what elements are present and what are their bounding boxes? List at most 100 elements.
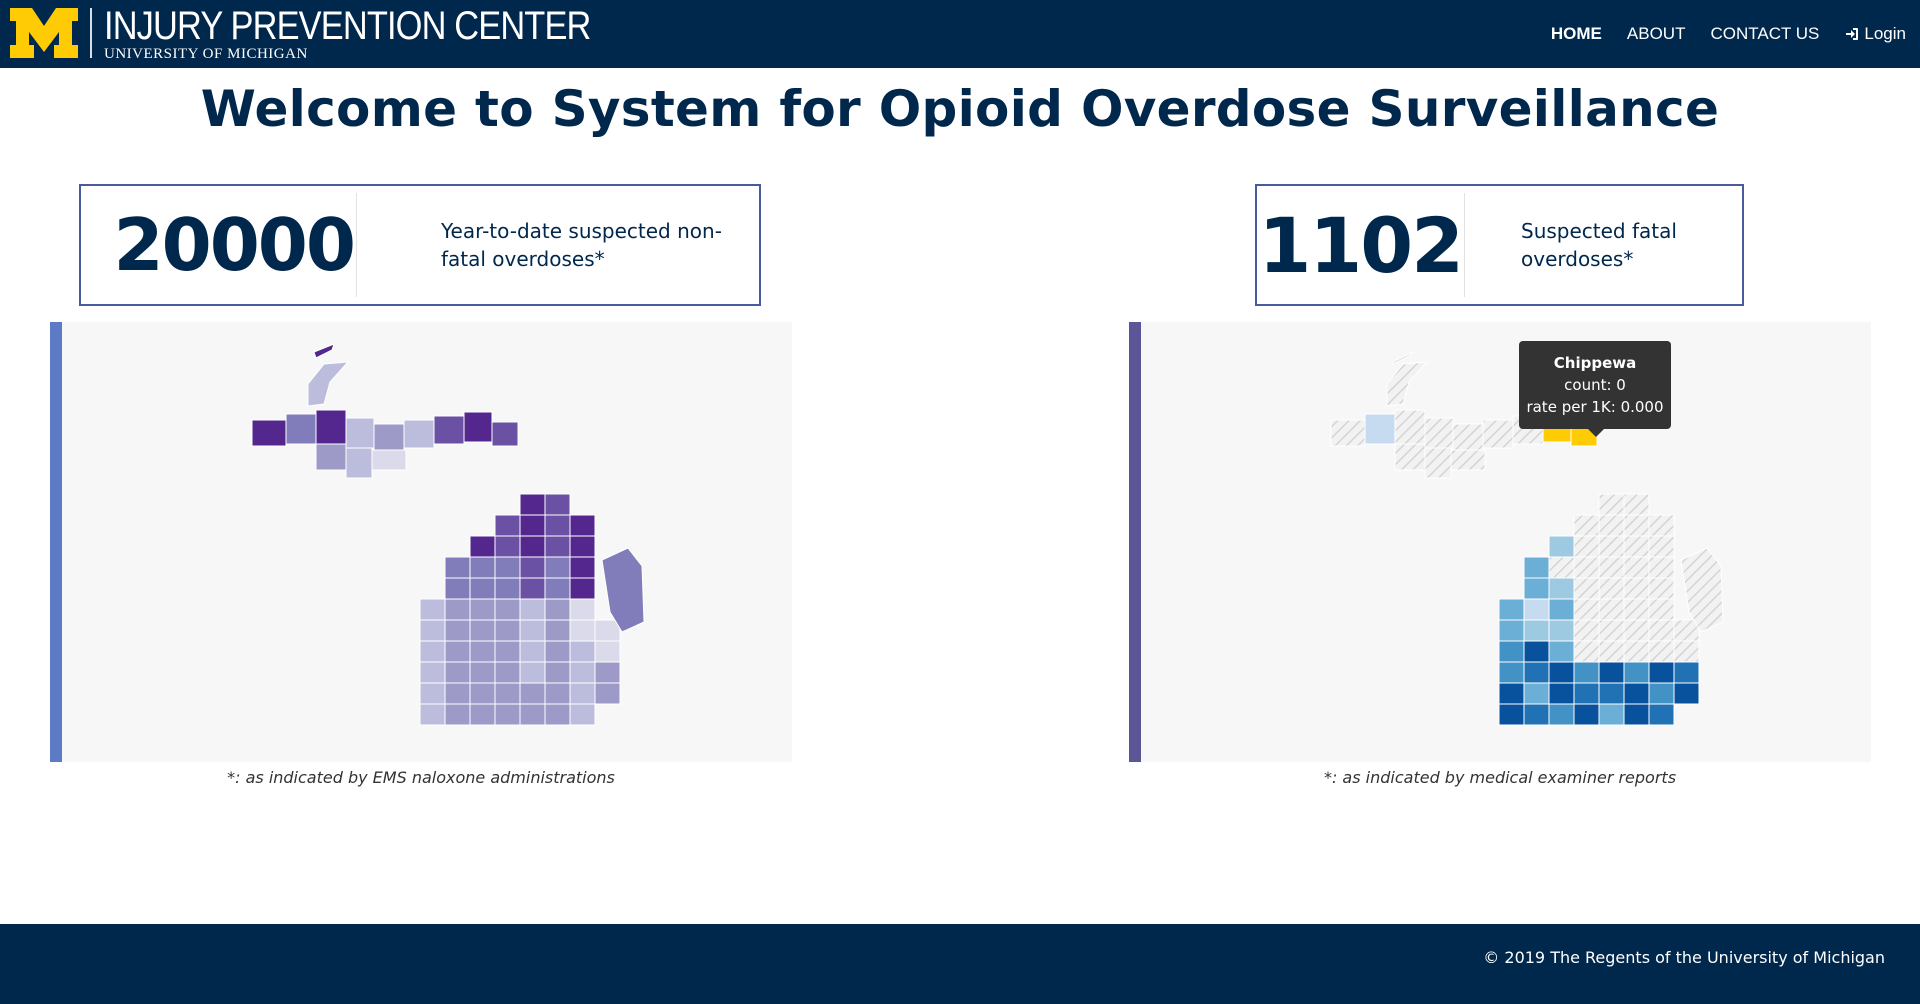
county-shape[interactable] xyxy=(1598,577,1625,600)
county-shape[interactable] xyxy=(1598,619,1625,642)
county-shape[interactable] xyxy=(373,423,405,451)
county-shape[interactable] xyxy=(1648,577,1675,600)
county-shape[interactable] xyxy=(494,703,521,726)
county-shape[interactable] xyxy=(419,682,446,705)
county-shape[interactable] xyxy=(1548,703,1575,726)
county-shape[interactable] xyxy=(1573,682,1600,705)
county-shape[interactable] xyxy=(444,640,471,663)
county-shape[interactable] xyxy=(494,556,521,579)
county-shape[interactable] xyxy=(569,619,596,642)
county-shape[interactable] xyxy=(1598,598,1625,621)
county-shape[interactable] xyxy=(1673,661,1700,684)
county-shape[interactable] xyxy=(1523,640,1550,663)
county-shape[interactable] xyxy=(1330,419,1366,447)
brand-logo[interactable]: INJURY PREVENTION CENTER UNIVERSITY OF M… xyxy=(8,6,670,62)
county-shape[interactable] xyxy=(544,535,571,558)
county-shape[interactable] xyxy=(469,682,496,705)
county-shape[interactable] xyxy=(544,514,571,537)
county-shape[interactable] xyxy=(1573,598,1600,621)
county-shape[interactable] xyxy=(1623,619,1650,642)
county-shape[interactable] xyxy=(1648,661,1675,684)
county-shape[interactable] xyxy=(569,514,596,537)
county-shape[interactable] xyxy=(419,640,446,663)
county-shape[interactable] xyxy=(519,661,546,684)
county-shape[interactable] xyxy=(1573,640,1600,663)
county-shape[interactable] xyxy=(444,619,471,642)
county-shape[interactable] xyxy=(371,449,407,471)
county-shape[interactable] xyxy=(1523,682,1550,705)
county-shape[interactable] xyxy=(519,514,546,537)
county-shape[interactable] xyxy=(1498,682,1525,705)
county-shape[interactable] xyxy=(544,682,571,705)
county-shape[interactable] xyxy=(594,661,621,684)
county-shape[interactable] xyxy=(519,556,546,579)
county-shape[interactable] xyxy=(1648,682,1675,705)
county-shape[interactable] xyxy=(519,640,546,663)
county-shape[interactable] xyxy=(1548,682,1575,705)
county-shape[interactable] xyxy=(569,556,596,579)
county-shape[interactable] xyxy=(1573,619,1600,642)
county-shape[interactable] xyxy=(1548,661,1575,684)
county-shape[interactable] xyxy=(469,640,496,663)
county-shape[interactable] xyxy=(345,417,375,449)
county-shape[interactable] xyxy=(444,577,471,600)
county-shape[interactable] xyxy=(1623,535,1650,558)
county-shape[interactable] xyxy=(1573,535,1600,558)
county-shape[interactable] xyxy=(419,619,446,642)
county-shape[interactable] xyxy=(444,682,471,705)
county-shape[interactable] xyxy=(1498,598,1525,621)
county-shape[interactable] xyxy=(569,535,596,558)
county-shape[interactable] xyxy=(519,493,546,516)
county-shape[interactable] xyxy=(1523,556,1550,579)
county-shape[interactable] xyxy=(544,556,571,579)
county-shape[interactable] xyxy=(519,619,546,642)
county-shape[interactable] xyxy=(469,556,496,579)
county-shape[interactable] xyxy=(1394,409,1426,445)
county-shape[interactable] xyxy=(1386,361,1429,407)
county-shape[interactable] xyxy=(1680,547,1724,633)
county-shape[interactable] xyxy=(1548,619,1575,642)
county-shape[interactable] xyxy=(285,413,317,445)
county-shape[interactable] xyxy=(1623,514,1650,537)
county-shape[interactable] xyxy=(444,598,471,621)
county-shape[interactable] xyxy=(463,411,493,443)
county-shape[interactable] xyxy=(1598,703,1625,726)
county-shape[interactable] xyxy=(469,577,496,600)
county-shape[interactable] xyxy=(519,535,546,558)
county-shape[interactable] xyxy=(1673,682,1700,705)
county-shape[interactable] xyxy=(403,419,435,449)
county-shape[interactable] xyxy=(494,535,521,558)
county-shape[interactable] xyxy=(1673,640,1700,663)
county-shape[interactable] xyxy=(569,682,596,705)
county-shape[interactable] xyxy=(419,598,446,621)
county-shape[interactable] xyxy=(1598,640,1625,663)
county-shape[interactable] xyxy=(345,447,373,479)
county-shape[interactable] xyxy=(1648,535,1675,558)
county-shape[interactable] xyxy=(569,577,596,600)
county-shape[interactable] xyxy=(494,619,521,642)
county-shape[interactable] xyxy=(519,598,546,621)
county-shape[interactable] xyxy=(491,421,519,447)
county-shape[interactable] xyxy=(1548,598,1575,621)
county-shape[interactable] xyxy=(469,703,496,726)
county-shape[interactable] xyxy=(444,703,471,726)
county-shape[interactable] xyxy=(469,661,496,684)
county-shape[interactable] xyxy=(433,415,465,445)
county-shape[interactable] xyxy=(544,661,571,684)
isle-royale-county[interactable] xyxy=(1392,351,1414,365)
county-shape[interactable] xyxy=(1598,556,1625,579)
county-shape[interactable] xyxy=(1623,556,1650,579)
county-shape[interactable] xyxy=(594,682,621,705)
county-shape[interactable] xyxy=(569,640,596,663)
county-shape[interactable] xyxy=(1573,514,1600,537)
county-shape[interactable] xyxy=(1498,703,1525,726)
county-shape[interactable] xyxy=(1598,493,1625,516)
county-shape[interactable] xyxy=(1424,447,1452,479)
county-shape[interactable] xyxy=(1648,619,1675,642)
county-shape[interactable] xyxy=(1573,577,1600,600)
county-shape[interactable] xyxy=(519,577,546,600)
isle-royale-county[interactable] xyxy=(313,343,335,359)
county-shape[interactable] xyxy=(1482,419,1514,449)
county-shape[interactable] xyxy=(1598,682,1625,705)
county-shape[interactable] xyxy=(569,598,596,621)
